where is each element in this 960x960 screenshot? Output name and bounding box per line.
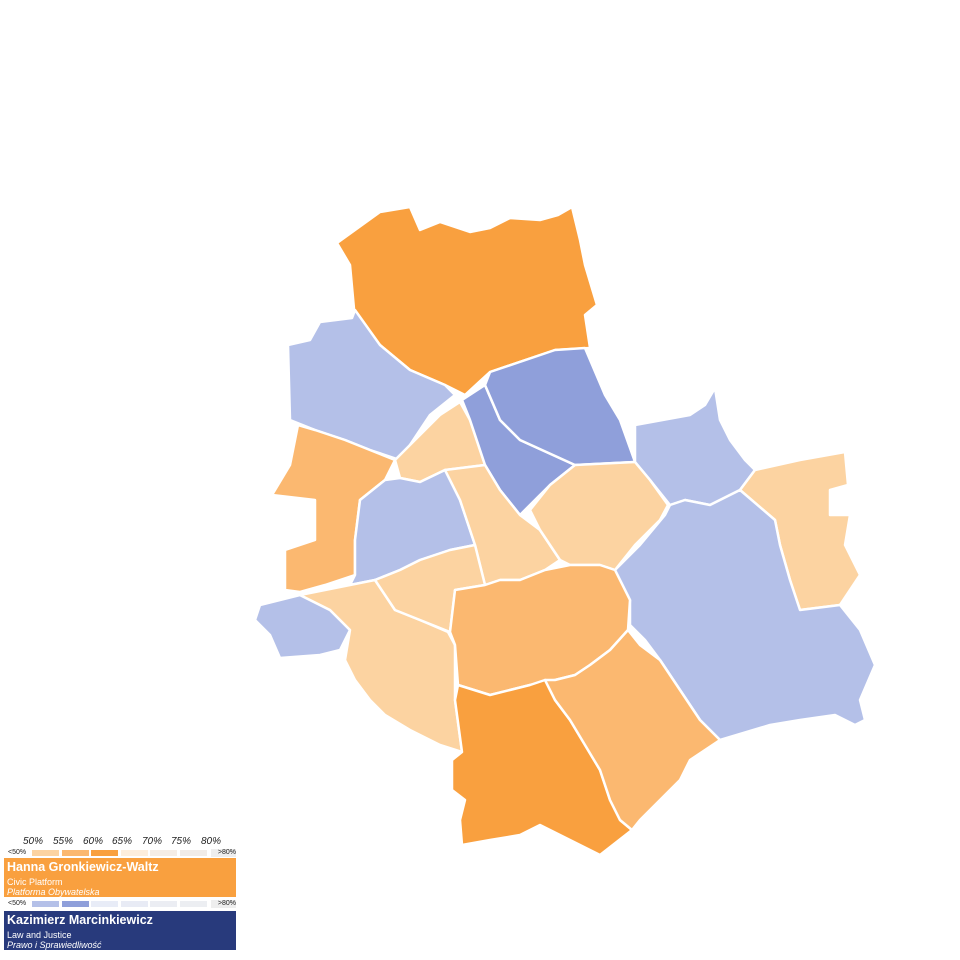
legend-swatch bbox=[32, 850, 59, 856]
pis-color-scale: <50% >80% bbox=[4, 900, 236, 909]
legend-swatch bbox=[120, 901, 148, 907]
legend-swatch bbox=[61, 901, 89, 907]
candidate-name: Kazimierz Marcinkiewicz bbox=[7, 913, 153, 927]
scale-label: 65% bbox=[111, 836, 133, 847]
legend-swatch bbox=[150, 850, 178, 856]
scale-label: 70% bbox=[141, 836, 163, 847]
scale-label: 75% bbox=[170, 836, 192, 847]
legend: 50% 55% 60% 65% 70% 75% 80% <50% >80% Ha… bbox=[4, 836, 236, 953]
below-label: <50% bbox=[8, 849, 27, 856]
above-label: >80% bbox=[211, 849, 236, 857]
party-name: Law and Justice bbox=[7, 930, 72, 940]
candidate-pis: Kazimierz Marcinkiewicz Law and Justice … bbox=[4, 911, 236, 950]
legend-swatch bbox=[91, 850, 119, 856]
legend-swatch bbox=[180, 850, 207, 856]
scale-label: 55% bbox=[52, 836, 74, 847]
legend-swatch bbox=[32, 901, 59, 907]
scale-label: 50% bbox=[22, 836, 44, 847]
party-name: Civic Platform bbox=[7, 877, 63, 887]
candidate-name: Hanna Gronkiewicz-Waltz bbox=[7, 860, 159, 874]
candidate-po: Hanna Gronkiewicz-Waltz Civic Platform P… bbox=[4, 858, 236, 897]
below-label: <50% bbox=[8, 900, 27, 907]
scale-label: 60% bbox=[82, 836, 104, 847]
legend-swatch bbox=[150, 901, 178, 907]
district-12 bbox=[528, 460, 670, 572]
district-18 bbox=[543, 628, 722, 832]
party-name-pl: Prawo i Sprawiedliwość bbox=[7, 940, 102, 950]
legend-swatch bbox=[61, 850, 89, 856]
party-name-pl: Platforma Obywatelska bbox=[7, 887, 100, 897]
scale-labels: 50% 55% 60% 65% 70% 75% 80% bbox=[4, 836, 236, 849]
legend-swatch bbox=[120, 850, 148, 856]
legend-swatch bbox=[180, 901, 207, 907]
legend-swatch bbox=[91, 901, 119, 907]
po-color-scale: <50% >80% bbox=[4, 849, 236, 858]
above-label: >80% bbox=[211, 900, 236, 908]
scale-label: 80% bbox=[200, 836, 222, 847]
